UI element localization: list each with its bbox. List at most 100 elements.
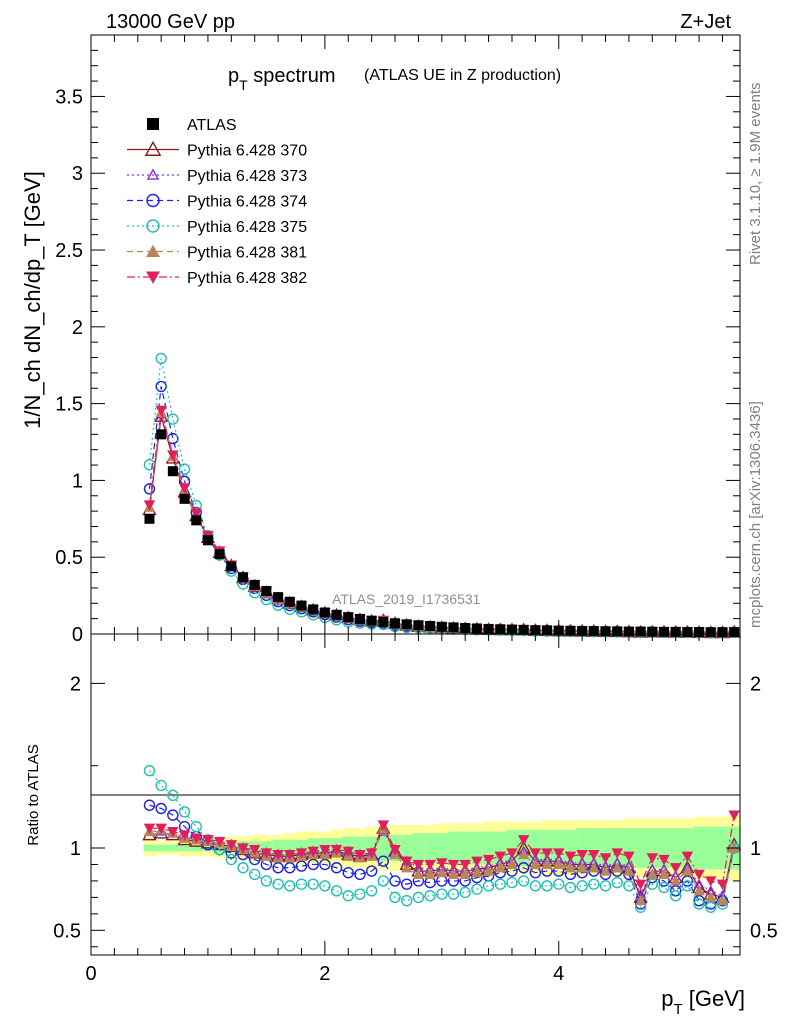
- stat-uncertainty-band: [213, 843, 226, 853]
- y-tick-label: 1: [72, 470, 83, 492]
- stat-uncertainty-band: [623, 828, 635, 868]
- atlas-data-point: [518, 624, 529, 635]
- y-tick-label: 1.5: [55, 394, 83, 416]
- series-6-ratio-point: [693, 869, 705, 881]
- atlas-data-point: [284, 596, 295, 607]
- ratio-y-tick-label-right: 0.5: [750, 920, 778, 942]
- stat-uncertainty-band: [459, 831, 472, 865]
- series-6-ratio-point: [143, 823, 156, 834]
- series-3-ratio-point: [377, 855, 390, 867]
- atlas-data-point: [413, 620, 424, 631]
- y-tick-label: 0.5: [55, 547, 83, 569]
- series-4-ratio-point: [155, 779, 167, 792]
- series-6-ratio-point: [576, 849, 588, 861]
- series-4-ratio-point: [424, 890, 436, 902]
- series-4-main-point: [167, 413, 179, 425]
- legend-series-1-label: Pythia 6.428 370: [187, 143, 307, 160]
- plot-title-paren: (ATLAS UE in Z production): [364, 67, 561, 84]
- header-right: Z+Jet: [680, 11, 731, 33]
- series-6-main-point: [178, 483, 191, 494]
- series-6-ratio-point: [167, 826, 179, 838]
- series-5-ratio-point: [705, 891, 717, 902]
- atlas-data-point: [588, 626, 599, 637]
- ratio-y-tick-label: 1: [70, 838, 81, 860]
- series-4-ratio-point: [529, 880, 542, 892]
- series-6-ratio-point: [541, 848, 553, 859]
- series-6-ratio-point: [190, 833, 202, 844]
- ratio-y-tick-label-right: 2: [750, 673, 761, 695]
- legend-series-1-marker: [144, 140, 162, 156]
- series-6-ratio-point: [365, 848, 378, 859]
- atlas-data-point: [471, 623, 482, 634]
- atlas-data-point: [354, 613, 365, 624]
- series-4-ratio-point: [377, 875, 390, 887]
- series-6-ratio-point: [354, 849, 366, 861]
- series-6-ratio-point: [284, 849, 296, 861]
- series-4-main-point: [178, 463, 191, 475]
- series-5-ratio-point: [529, 858, 542, 870]
- legend-series-2-label: Pythia 6.428 373: [187, 168, 307, 185]
- series-5-ratio-point: [646, 868, 659, 879]
- series-4-ratio-point: [167, 789, 179, 802]
- series-6-main-point: [190, 508, 202, 520]
- stat-uncertainty-band: [611, 828, 624, 868]
- series-4-ratio-point: [330, 885, 343, 897]
- stat-uncertainty-band: [669, 828, 682, 868]
- atlas-data-point: [191, 515, 202, 526]
- stat-uncertainty-band: [552, 829, 565, 867]
- atlas-data-point: [366, 615, 377, 626]
- series-4-ratio-point: [284, 880, 296, 892]
- series-4-ratio-point: [646, 878, 658, 890]
- stat-uncertainty-band: [564, 829, 577, 867]
- series-6-ratio-point: [178, 830, 191, 841]
- series-5-ratio-point: [552, 858, 565, 870]
- series-6-ratio-point: [471, 856, 483, 867]
- atlas-data-point: [401, 619, 412, 630]
- x-axis-label: pT [GeV]: [661, 986, 745, 1018]
- series-4-ratio-point: [564, 881, 577, 894]
- series-6-ratio-point: [436, 858, 448, 869]
- series-4-ratio-point: [541, 880, 553, 892]
- series-4-ratio-point: [459, 886, 471, 899]
- stat-uncertainty-band: [576, 828, 588, 868]
- stat-uncertainty-band: [354, 836, 366, 860]
- series-4-ratio-point: [295, 878, 308, 890]
- stat-uncertainty-band: [634, 828, 647, 868]
- legend: ATLAS Pythia 6.428 370 Pythia 6.428 373 Pyt…: [127, 117, 307, 287]
- y-tick-label: 3: [72, 163, 83, 185]
- legend-atlas-label: ATLAS: [187, 117, 237, 134]
- series-6-ratio-point: [424, 859, 436, 871]
- legend-atlas-marker: [147, 118, 159, 130]
- series-5-ratio-point: [623, 865, 635, 876]
- series-4-ratio-point: [669, 890, 682, 902]
- series-6-ratio-point: [225, 840, 238, 851]
- series-6-ratio-point: [506, 848, 518, 859]
- series-3-ratio-point: [295, 860, 308, 872]
- series-3-ratio-point: [517, 862, 530, 874]
- stat-uncertainty-band: [377, 834, 390, 862]
- stat-uncertainty-band: [646, 828, 659, 868]
- stat-uncertainty-band: [693, 826, 705, 870]
- atlas-data-point: [156, 429, 167, 440]
- series-6-ratio-point: [623, 851, 635, 862]
- series-4-ratio-point: [354, 888, 366, 900]
- main-y-axis-label-text: 1/N_ch dN_ch/dp_T [GeV]: [20, 171, 45, 429]
- series-5-ratio-point: [693, 885, 705, 896]
- series-6-ratio-point: [588, 849, 600, 861]
- series-6-ratio-point: [295, 848, 308, 859]
- stat-uncertainty-band: [704, 826, 717, 870]
- stat-uncertainty-band: [400, 834, 413, 862]
- series-4-ratio-point: [576, 880, 588, 892]
- series-5-ratio-point: [634, 894, 647, 906]
- stat-uncertainty-band: [471, 831, 483, 865]
- series-5-ratio-point: [564, 862, 577, 873]
- series-4-ratio-point: [342, 890, 354, 902]
- atlas-data-point: [343, 612, 354, 623]
- series-3-ratio-point: [401, 878, 413, 890]
- atlas-data-point: [202, 535, 213, 546]
- x-tick-label: 4: [553, 963, 564, 985]
- series-3-ratio-point: [365, 865, 378, 877]
- legend-series-5-label: Pythia 6.428 381: [187, 245, 307, 262]
- series-4-ratio-point: [190, 820, 202, 833]
- series-3-ratio-point: [669, 885, 682, 897]
